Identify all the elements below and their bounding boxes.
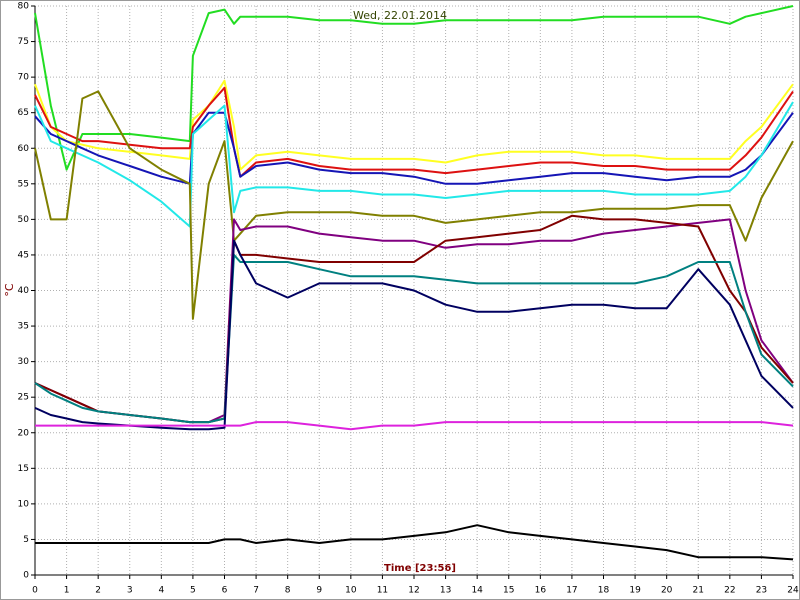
x-tick-label: 0 — [32, 586, 38, 596]
x-tick-label: 18 — [598, 586, 610, 596]
x-tick-label: 17 — [566, 586, 577, 596]
x-tick-label: 20 — [661, 586, 673, 596]
y-tick-label: 50 — [18, 215, 30, 225]
data-line — [34, 253, 794, 424]
x-tick-label: 2 — [95, 586, 101, 596]
x-tick-label: 12 — [408, 586, 419, 596]
data-line — [35, 421, 794, 431]
y-tick-label: 10 — [18, 499, 30, 509]
x-tick-label: 3 — [127, 586, 133, 596]
y-tick-label: 80 — [18, 2, 30, 12]
x-tick-label: 1 — [64, 586, 70, 596]
x-tick-label: 4 — [158, 586, 164, 596]
y-tick-label: 55 — [18, 179, 29, 189]
x-tick-label: 11 — [377, 586, 388, 596]
y-tick-label: 70 — [18, 73, 30, 83]
y-tick-label: 35 — [18, 322, 29, 332]
x-tick-label: 9 — [316, 586, 322, 596]
data-line — [34, 90, 794, 320]
data-line — [35, 524, 794, 561]
x-tick-label: 23 — [756, 586, 767, 596]
x-tick-label: 16 — [535, 586, 547, 596]
x-axis-label: Time [23:56] — [384, 563, 456, 574]
data-line — [34, 101, 794, 228]
y-axis-label: °C — [3, 283, 16, 297]
y-tick-label: 40 — [18, 286, 30, 296]
y-tick-label: 15 — [18, 464, 29, 474]
x-tick-label: 5 — [190, 586, 196, 596]
y-tick-label: 5 — [23, 535, 29, 545]
x-tick-label: 22 — [724, 586, 735, 596]
y-tick-label: 65 — [18, 108, 29, 118]
y-tick-label: 30 — [18, 357, 30, 367]
data-line — [34, 86, 794, 178]
x-tick-label: 6 — [222, 586, 228, 596]
y-tick-label: 20 — [18, 428, 30, 438]
y-tick-label: 25 — [18, 393, 29, 403]
x-tick-label: 10 — [345, 586, 357, 596]
x-tick-label: 14 — [471, 586, 483, 596]
y-tick-label: 45 — [18, 250, 29, 260]
x-tick-label: 8 — [285, 586, 291, 596]
y-tick-label: 0 — [23, 571, 29, 581]
x-tick-label: 15 — [503, 586, 514, 596]
data-line — [34, 5, 794, 171]
y-tick-label: 75 — [18, 37, 29, 47]
x-tick-label: 13 — [440, 586, 451, 596]
y-tick-label: 60 — [18, 144, 30, 154]
x-tick-label: 24 — [787, 586, 799, 596]
chart-title: Wed, 22.01.2014 — [353, 9, 447, 22]
x-tick-label: 21 — [693, 586, 704, 596]
x-tick-label: 19 — [629, 586, 641, 596]
data-line — [34, 111, 794, 185]
x-tick-label: 7 — [253, 586, 259, 596]
